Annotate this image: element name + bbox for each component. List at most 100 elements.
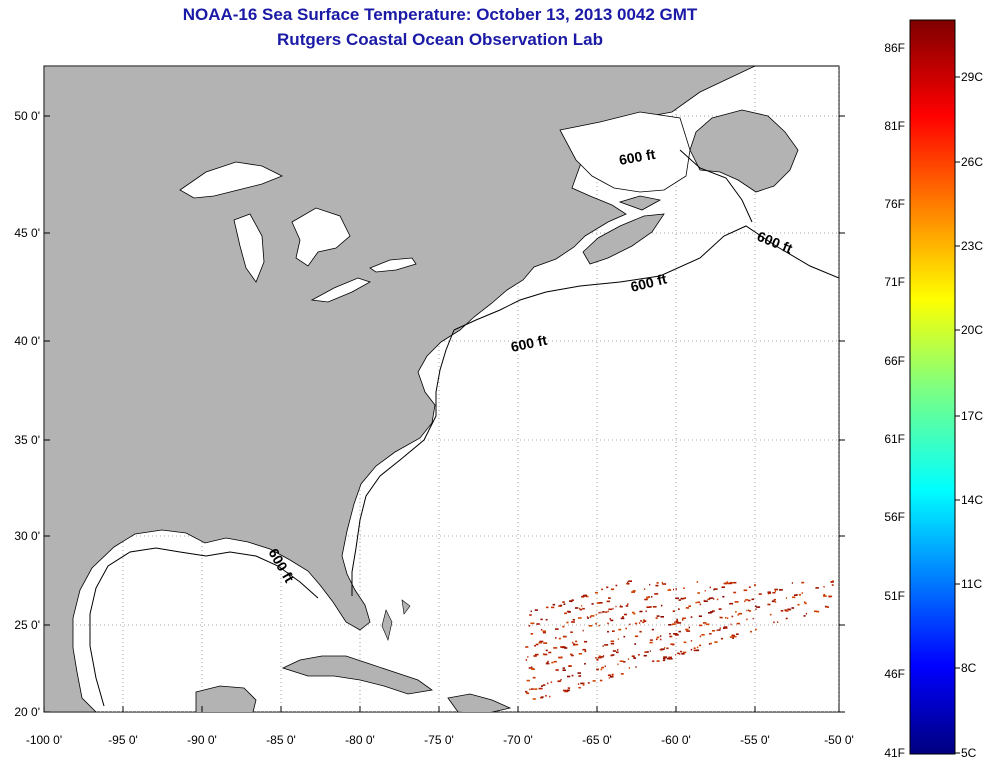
sst-pixel [792,596,796,599]
sst-pixel [534,653,539,656]
sst-pixel [724,627,728,629]
sst-pixel [571,599,574,601]
lake-erie [310,277,371,303]
gulf-st-lawrence [559,111,691,193]
sst-pixel [726,582,730,585]
colorbar-c-label: 8C [961,661,977,675]
sst-pixel [589,616,592,618]
colorbar-c-label: 29C [961,70,983,84]
sst-pixel [674,621,676,624]
sst-pixel [644,598,648,601]
lake-ontario [369,257,417,273]
sst-pixel [754,584,756,586]
sst-pixel [779,589,783,591]
island-land [618,195,662,211]
sst-pixel [551,606,555,609]
sst-pixel [578,617,582,619]
sst-pixel [721,586,725,588]
colorbar-c-label: 20C [961,323,983,337]
sst-pixel [718,608,722,610]
sst-pixel [609,676,614,678]
sst-pixel [542,630,546,632]
sst-pixel [545,662,550,665]
sst-pixel [746,618,748,621]
colorbar-f-label: 86F [884,41,905,55]
sst-pixel [596,659,599,661]
sst-pixel [672,610,675,612]
sst-pixel [525,646,529,648]
sst-pixel [645,610,647,612]
sst-pixel [601,666,604,669]
sst-pixel [540,618,543,621]
sst-pixel [767,603,771,606]
sst-pixel [682,617,686,620]
sst-pixel [543,642,548,644]
sst-pixel [748,609,750,612]
sst-pixel [568,665,572,667]
sst-pixel [633,657,637,659]
sst-pixel [634,635,639,638]
sst-pixel [751,598,755,601]
sst-pixel [801,592,803,594]
sst-pixel [733,591,737,594]
nova-scotia-land [582,213,665,265]
sst-pixel [788,608,792,611]
lon-tick-label: -70 0' [503,733,533,747]
bahamas-land [381,599,411,641]
sst-swath [525,580,834,700]
sst-pixel [571,621,575,623]
sst-pixel [772,591,776,594]
sst-pixel [727,617,729,619]
sst-pixel [555,669,559,671]
sst-pixel [539,640,544,643]
sst-pixel [615,605,617,608]
sst-pixel [543,653,545,655]
sst-pixel [627,658,630,660]
sst-pixel [559,604,563,607]
sst-pixel [618,628,622,631]
sst-pixel [608,677,610,679]
sst-pixel [780,610,784,612]
sst-pixel [711,597,714,599]
sst-pixel [677,652,680,655]
sst-pixel [725,616,727,619]
sst-pixel [686,630,691,632]
sst-pixel [685,628,689,631]
sst-pixel [720,616,723,619]
sst-pixel [543,653,548,656]
sst-pixel [542,631,546,634]
colorbar-c-label: 26C [961,155,983,169]
sst-pixel [548,651,552,654]
sst-pixel [531,688,534,690]
sst-pixel [699,644,702,647]
sst-pixel [570,653,573,656]
sst-pixel [545,649,548,652]
sst-pixel [698,615,702,617]
sst-pixel [616,651,619,654]
sst-pixel [829,595,831,598]
sst-pixel [824,605,828,608]
sst-pixel [714,641,718,643]
sst-pixel [708,612,712,614]
sst-pixel [586,595,589,598]
sst-pixel [652,606,657,608]
sst-pixel [702,622,707,624]
sst-pixel [709,586,711,589]
sst-pixel [675,597,679,600]
sst-pixel [622,616,624,618]
sst-pixel [704,590,706,592]
sst-pixel [646,651,649,653]
sst-pixel [561,646,566,649]
sst-pixel [675,653,677,656]
sst-pixel [655,617,658,619]
sst-pixel [649,650,651,652]
sst-pixel [584,650,587,653]
sst-pixel [683,587,685,589]
sst-pixel [756,606,761,608]
sst-pixel [602,611,605,613]
sst-pixel [584,640,588,643]
sst-pixel [660,604,663,607]
sst-pixel [746,609,748,612]
sst-pixel [690,616,693,618]
sst-pixel [654,593,659,595]
